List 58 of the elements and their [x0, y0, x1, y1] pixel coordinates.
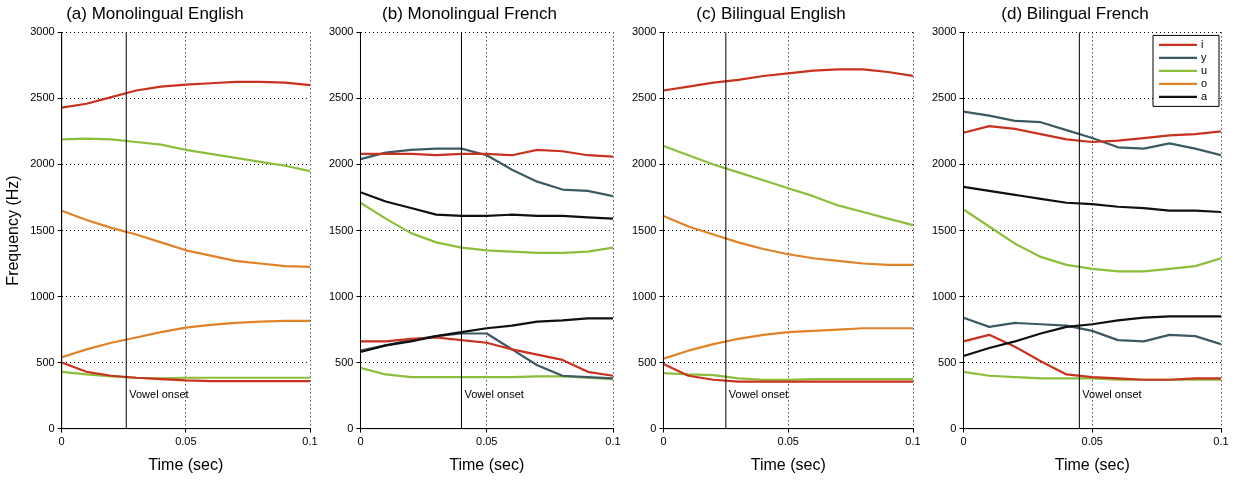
x-axis-title: Time (sec): [449, 455, 525, 473]
x-tick-label: 0: [660, 435, 667, 448]
y-tick-label: 3000: [931, 25, 957, 38]
y-tick-label: 500: [335, 355, 354, 368]
x-axis-title: Time (sec): [1054, 455, 1130, 473]
x-tick-label: 0: [960, 435, 967, 448]
x-axis-title: Time (sec): [750, 455, 826, 473]
x-tick-label: 0: [357, 435, 364, 448]
y-axis-title: Frequency (Hz): [4, 175, 22, 286]
chart-title: (a) Monolingual English: [66, 3, 244, 23]
legend-label: o: [1201, 76, 1208, 89]
y-tick-label: 1000: [931, 289, 957, 302]
x-tick-label: 0.1: [1213, 435, 1229, 448]
legend-label: u: [1201, 63, 1208, 76]
ref-line-label: Vowel onset: [129, 387, 189, 400]
x-tick-label: 0.05: [476, 435, 498, 448]
y-tick-label: 2000: [30, 157, 55, 170]
x-tick-label: 0: [58, 435, 65, 448]
y-tick-label: 2000: [631, 157, 657, 170]
y-tick-label: 1000: [328, 289, 354, 302]
legend-label: i: [1201, 37, 1204, 50]
y-tick-label: 2500: [631, 91, 657, 104]
x-tick-label: 0.05: [1081, 435, 1103, 448]
legend-label: a: [1201, 89, 1208, 102]
y-tick-label: 1500: [631, 223, 657, 236]
y-tick-label: 500: [638, 355, 657, 368]
chart-title: (c) Bilingual English: [696, 3, 846, 23]
y-tick-label: 500: [36, 355, 55, 368]
legend-label: y: [1201, 50, 1207, 63]
ref-line-label: Vowel onset: [1082, 387, 1142, 400]
y-tick-label: 0: [347, 421, 354, 434]
x-tick-label: 0.1: [302, 435, 318, 448]
y-tick-label: 2500: [328, 91, 354, 104]
y-tick-label: 1500: [328, 223, 354, 236]
chart-title: (d) Bilingual French: [1001, 3, 1149, 23]
x-tick-label: 0.05: [777, 435, 799, 448]
y-tick-label: 1000: [631, 289, 657, 302]
y-tick-label: 0: [48, 421, 55, 434]
y-tick-label: 3000: [30, 25, 55, 38]
x-tick-label: 0.05: [175, 435, 197, 448]
y-tick-label: 0: [950, 421, 957, 434]
y-tick-label: 1000: [30, 289, 55, 302]
y-tick-label: 2500: [30, 91, 55, 104]
ref-line-label: Vowel onset: [464, 387, 524, 400]
y-tick-label: 0: [650, 421, 657, 434]
y-tick-label: 2500: [931, 91, 957, 104]
y-tick-label: 1500: [931, 223, 957, 236]
ref-line-label: Vowel onset: [728, 387, 789, 400]
y-tick-label: 1500: [30, 223, 55, 236]
y-tick-label: 3000: [631, 25, 657, 38]
x-axis-title: Time (sec): [148, 455, 224, 473]
x-tick-label: 0.1: [905, 435, 921, 448]
y-tick-label: 2000: [328, 157, 354, 170]
x-tick-label: 0.1: [605, 435, 621, 448]
chart-title: (b) Monolingual French: [382, 3, 557, 23]
y-tick-label: 2000: [931, 157, 957, 170]
y-tick-label: 3000: [328, 25, 354, 38]
y-tick-label: 500: [938, 355, 957, 368]
